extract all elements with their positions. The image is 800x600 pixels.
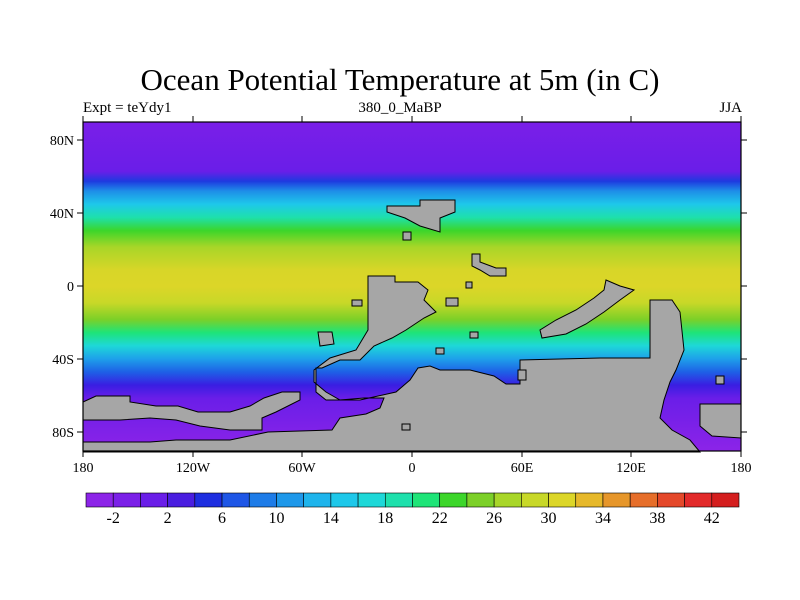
island-i [401, 423, 411, 431]
colorbar-label: -2 [107, 510, 120, 527]
colorbar-label: 6 [218, 510, 226, 527]
x-tick-label: 120E [616, 461, 646, 476]
y-tick-label: 80S [52, 426, 74, 441]
island-d [469, 331, 479, 339]
colorbar-swatch [629, 492, 658, 508]
colorbar-swatch [493, 492, 522, 508]
colorbar-swatch [412, 492, 441, 508]
southeast-landmass [539, 279, 636, 339]
x-tick-label: 180 [731, 461, 752, 476]
y-tick-label: 40S [52, 353, 74, 368]
island-b [351, 299, 363, 307]
colorbar-label: 22 [432, 510, 448, 527]
season-label: JJA [719, 100, 742, 116]
colorbar-swatch [112, 492, 141, 508]
colorbar-swatch [167, 492, 196, 508]
age-label: 380_0_MaBP [358, 100, 442, 116]
colorbar-swatch [684, 492, 713, 508]
colorbar-swatch [439, 492, 468, 508]
y-tick-label: 40N [50, 207, 74, 222]
colorbar-labels: -2 2 6 10 14 18 22 26 30 34 38 42 [107, 510, 720, 527]
colorbar-label: 30 [541, 510, 557, 527]
experiment-label: Expt = teYdy1 [83, 100, 172, 116]
island-g [517, 369, 527, 381]
colorbar-swatch [602, 492, 631, 508]
colorbar-label: 38 [649, 510, 665, 527]
colorbar [85, 492, 740, 508]
colorbar-swatch [85, 492, 114, 508]
land-masses [82, 199, 742, 453]
colorbar-swatch [521, 492, 549, 508]
colorbar-swatch [221, 492, 250, 508]
colorbar-swatch [357, 492, 386, 508]
island-h [715, 375, 725, 385]
colorbar-swatch [330, 492, 359, 508]
x-tick-label: 60E [511, 461, 534, 476]
y-tick-label: 80N [50, 134, 74, 149]
colorbar-swatch [303, 492, 332, 508]
island-e [435, 347, 445, 355]
colorbar-swatch [711, 492, 740, 508]
colorbar-swatch [466, 492, 495, 508]
northern-landmass [386, 199, 456, 233]
colorbar-label: 26 [486, 510, 502, 527]
colorbar-swatch [276, 492, 304, 508]
colorbar-swatch [384, 492, 413, 508]
x-tick-label: 60W [288, 461, 316, 476]
colorbar-swatch [248, 492, 277, 508]
colorbar-swatch [575, 492, 604, 508]
x-tick-label: 180 [73, 461, 94, 476]
y-tick-label: 0 [67, 280, 74, 295]
x-tick-label: 0 [409, 461, 416, 476]
colorbar-swatch [194, 492, 223, 508]
map-title: Ocean Potential Temperature at 5m (in C) [140, 62, 660, 97]
y-tick-labels: 80N 40N 0 40S 80S [50, 134, 74, 441]
central-landmass [82, 275, 702, 453]
island-f [465, 281, 473, 289]
colorbar-swatch [548, 492, 577, 508]
tick-marks [77, 116, 747, 457]
colorbar-label: 10 [268, 510, 284, 527]
small-island [402, 231, 412, 241]
island-c [445, 297, 459, 307]
x-tick-labels: 180 120W 60W 0 60E 120E 180 [73, 461, 752, 476]
colorbar-label: 18 [377, 510, 393, 527]
colorbar-label: 2 [164, 510, 172, 527]
colorbar-label: 34 [595, 510, 611, 527]
colorbar-label: 42 [704, 510, 720, 527]
antarctic-west [82, 391, 301, 431]
x-tick-label: 120W [176, 461, 211, 476]
island-a [317, 331, 335, 347]
arabian-landmass [471, 253, 507, 277]
antarctic-east [699, 403, 742, 439]
colorbar-label: 14 [323, 510, 339, 527]
colorbar-swatch [657, 492, 685, 508]
colorbar-swatch [140, 492, 168, 508]
